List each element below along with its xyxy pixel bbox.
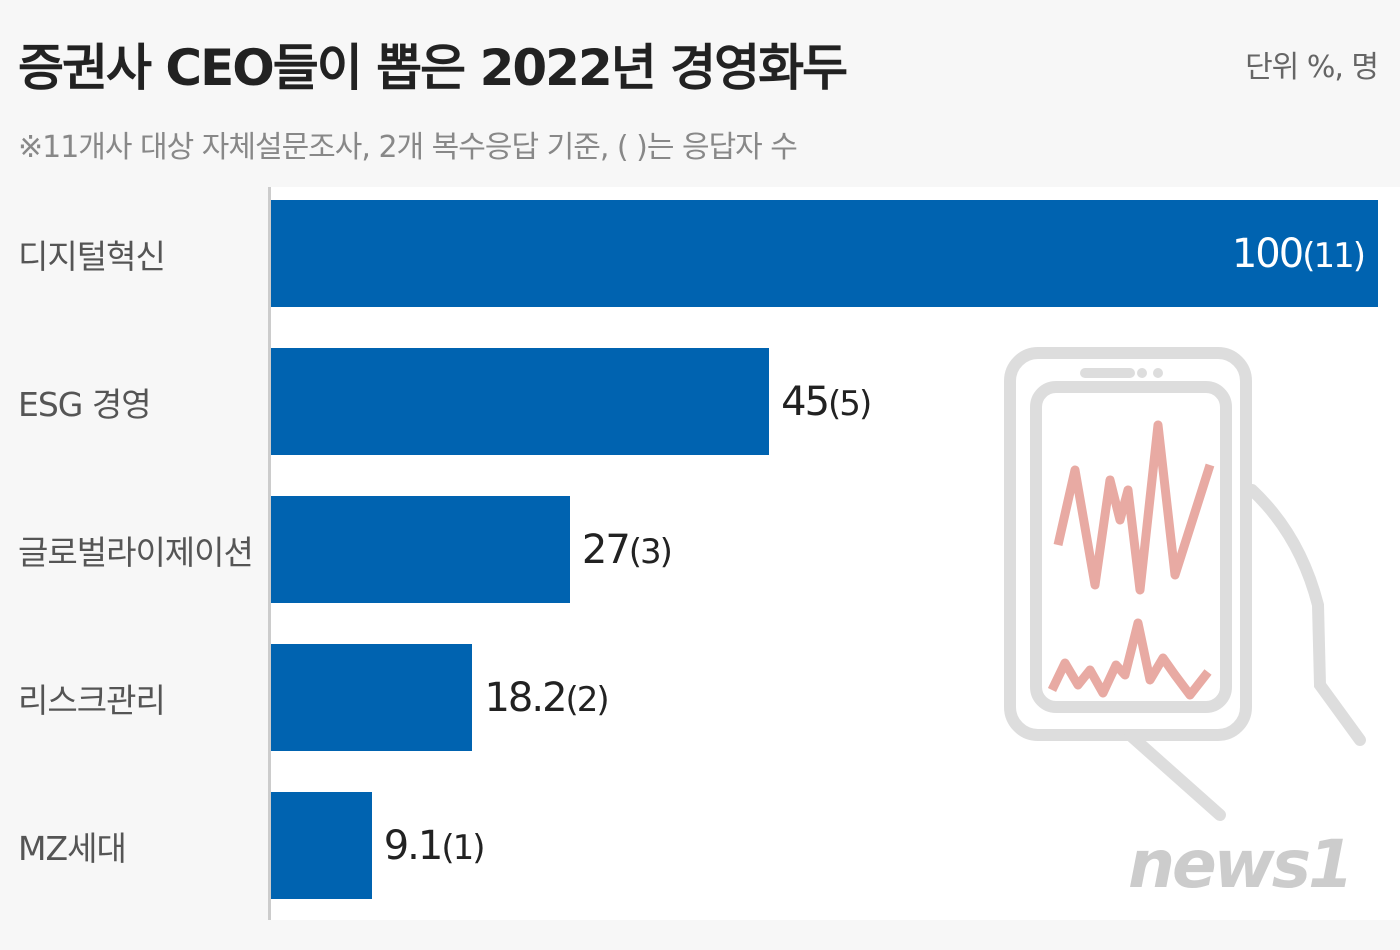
bar-4 <box>271 792 372 899</box>
chart-subtitle: ※11개사 대상 자체설문조사, 2개 복수응답 기준, ( )는 응답자 수 <box>18 130 798 165</box>
category-label: 글로벌라이제이션 <box>18 532 254 572</box>
data-label: 18.2(2) <box>484 674 610 721</box>
bar-1 <box>271 348 770 455</box>
value-label: 45 <box>781 378 830 425</box>
unit-label: 단위 %, 명 <box>1245 50 1379 85</box>
value-label: 27 <box>581 526 631 573</box>
respondent-label: (1) <box>441 827 485 868</box>
news1-logo: news1 <box>1128 826 1354 903</box>
respondent-label: (3) <box>628 531 673 572</box>
category-label: ESG 경영 <box>18 384 152 424</box>
bar-2 <box>271 496 570 603</box>
data-label: 45(5) <box>781 378 872 425</box>
bar-3 <box>271 644 473 751</box>
category-label: 리스크관리 <box>18 680 166 720</box>
value-label: 9.1 <box>383 822 444 869</box>
data-label: 100(11) <box>1231 230 1366 277</box>
bar-0 <box>271 200 1378 307</box>
chart-title: 증권사 CEO들이 뽑은 2022년 경영화두 <box>18 39 848 97</box>
data-label: 27(3) <box>581 526 673 573</box>
data-label: 9.1(1) <box>383 822 486 869</box>
category-label: 디지털혁신 <box>18 236 166 276</box>
value-label: 18.2 <box>484 674 567 721</box>
respondent-label: (2) <box>565 679 610 720</box>
value-label: 100 <box>1231 230 1304 277</box>
respondent-label: (5) <box>828 383 872 424</box>
respondent-label: (11) <box>1302 235 1366 276</box>
smartphone-chart-illustration <box>1004 347 1366 821</box>
category-label: MZ세대 <box>18 828 127 868</box>
